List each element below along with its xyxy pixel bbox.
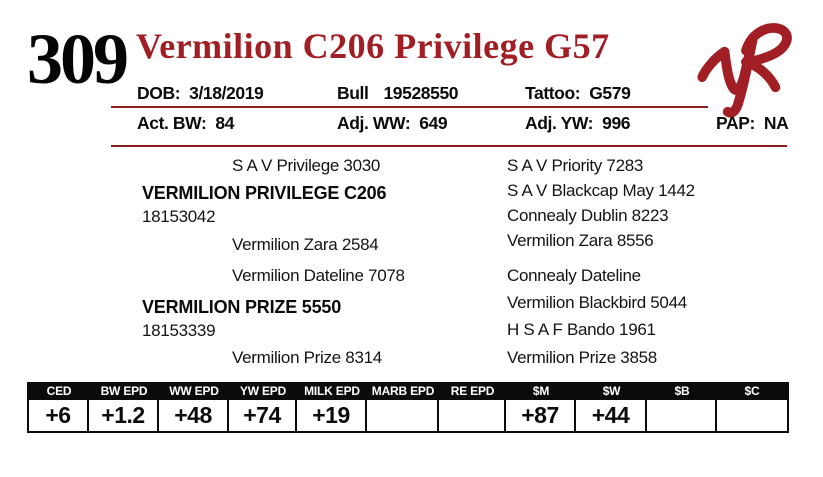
epd-value-milk: +19 bbox=[297, 400, 367, 431]
pedigree-dam-name: VERMILION PRIZE 5550 bbox=[142, 297, 342, 317]
tattoo-field: Tattoo: G579 bbox=[525, 83, 631, 103]
dob-field: DOB: 3/18/2019 bbox=[137, 83, 264, 103]
epd-header-ww: WW EPD bbox=[169, 384, 219, 398]
epd-value-bw: +1.2 bbox=[89, 400, 159, 431]
epd-table: CED BW EPD WW EPD YW EPD MILK EPD MARB E… bbox=[27, 382, 789, 433]
lot-number: 309 bbox=[27, 19, 129, 99]
epd-value-c bbox=[717, 400, 787, 431]
actual-bw-field: Act. BW: 84 bbox=[137, 114, 234, 133]
dob-value: 3/18/2019 bbox=[189, 83, 264, 103]
epd-value-m: +87 bbox=[506, 400, 576, 431]
tattoo-label: Tattoo: bbox=[525, 83, 581, 103]
dob-label: DOB: bbox=[137, 83, 181, 103]
header-rule-2 bbox=[111, 145, 787, 147]
pedigree-dam-reg: 18153339 bbox=[142, 321, 216, 340]
pedigree-sire-name: VERMILION PRIVILEGE C206 bbox=[142, 183, 387, 203]
epd-value-marb bbox=[367, 400, 439, 431]
epd-header-c: $C bbox=[744, 384, 760, 398]
adj-yw-label: Adj. YW: bbox=[525, 113, 594, 133]
adj-ww-value: 649 bbox=[419, 113, 448, 133]
pedigree-dam-ancestor-3: H S A F Bando 1961 bbox=[507, 320, 656, 339]
epd-header-marb: MARB EPD bbox=[371, 384, 435, 398]
epd-header-b: $B bbox=[674, 384, 690, 398]
tattoo-value: G579 bbox=[589, 83, 631, 103]
pedigree-sire-reg: 18153042 bbox=[142, 207, 216, 226]
sex-label: Bull bbox=[337, 83, 369, 103]
pedigree-sire-sire: S A V Privilege 3030 bbox=[232, 156, 381, 175]
pedigree-sire-dam: Vermilion Zara 2584 bbox=[232, 235, 379, 254]
pap-value: NA bbox=[763, 113, 789, 133]
pedigree-dam-sire: Vermilion Dateline 7078 bbox=[232, 266, 405, 285]
actual-bw-value: 84 bbox=[215, 113, 235, 133]
epd-header-w: $W bbox=[602, 384, 621, 398]
vermilion-ranch-brand-logo bbox=[697, 23, 792, 118]
brand-stroke-leg bbox=[741, 57, 781, 93]
epd-header-row: CED BW EPD WW EPD YW EPD MILK EPD MARB E… bbox=[27, 382, 789, 400]
pap-label: PAP: bbox=[716, 113, 755, 133]
epd-value-re bbox=[439, 400, 506, 431]
epd-header-m: $M bbox=[532, 384, 550, 398]
pedigree-sire-ancestor-1: S A V Priority 7283 bbox=[507, 156, 644, 175]
adj-yw-value: 996 bbox=[602, 113, 631, 133]
epd-header-yw: YW EPD bbox=[239, 384, 287, 398]
epd-values-row: +6 +1.2 +48 +74 +19 +87 +44 bbox=[27, 400, 789, 433]
pedigree-dam-ancestor-1: Connealy Dateline bbox=[507, 266, 641, 285]
epd-value-b bbox=[647, 400, 717, 431]
epd-value-ced: +6 bbox=[29, 400, 89, 431]
header-rule-1 bbox=[111, 106, 708, 108]
pedigree-sire-ancestor-4: Vermilion Zara 8556 bbox=[507, 231, 654, 250]
epd-header-ced: CED bbox=[46, 384, 72, 398]
adj-ww-label: Adj. WW: bbox=[337, 113, 411, 133]
pedigree-sire-ancestor-3: Connealy Dublin 8223 bbox=[507, 206, 669, 225]
epd-header-milk: MILK EPD bbox=[304, 384, 360, 398]
adj-yw-field: Adj. YW: 996 bbox=[525, 113, 631, 133]
animal-name-title: Vermilion C206 Privilege G57 bbox=[136, 26, 610, 66]
pedigree-sire-ancestor-2: S A V Blackcap May 1442 bbox=[507, 181, 695, 200]
sex-registration-field: Bull 19528550 bbox=[337, 83, 459, 103]
brand-stroke-bowl bbox=[741, 23, 792, 67]
epd-value-ww: +48 bbox=[159, 400, 229, 431]
epd-value-w: +44 bbox=[576, 400, 647, 431]
epd-header-re: RE EPD bbox=[450, 384, 495, 398]
adj-ww-field: Adj. WW: 649 bbox=[337, 113, 448, 133]
epd-header-bw: BW EPD bbox=[100, 384, 148, 398]
pap-field: PAP: NA bbox=[716, 113, 789, 133]
registration-number: 19528550 bbox=[383, 83, 459, 103]
epd-value-yw: +74 bbox=[229, 400, 297, 431]
actual-bw-label: Act. BW: bbox=[137, 113, 207, 133]
pedigree-dam-ancestor-2: Vermilion Blackbird 5044 bbox=[507, 293, 687, 312]
pedigree-dam-ancestor-4: Vermilion Prize 3858 bbox=[507, 348, 657, 367]
pedigree-dam-dam: Vermilion Prize 8314 bbox=[232, 348, 382, 367]
